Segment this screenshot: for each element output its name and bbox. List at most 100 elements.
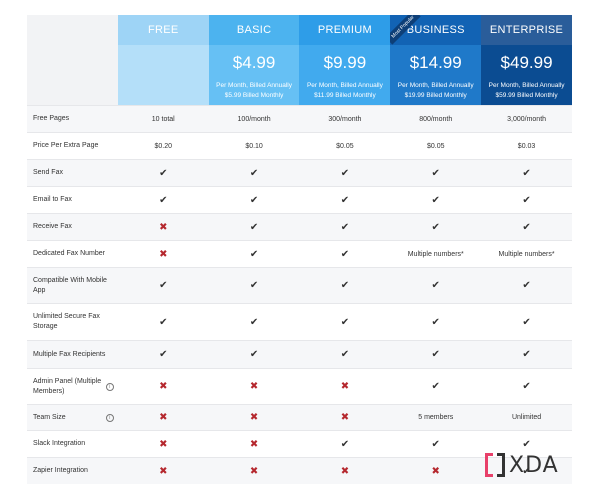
table-cell: ✔: [300, 187, 391, 213]
cell-value: $0.03: [517, 142, 536, 150]
check-icon: ✔: [431, 280, 440, 291]
table-cell: ✔: [209, 341, 300, 368]
check-icon: ✔: [340, 248, 350, 260]
feature-rows: Free Pages 10 total 100/month 300/month 800/…: [27, 105, 572, 484]
table-cell: ✔: [300, 241, 391, 267]
plan-name: PREMIUM: [299, 15, 391, 45]
check-icon: ✔: [431, 316, 440, 328]
check-icon: ✔: [249, 349, 259, 360]
table-row: Team Size i ✖ ✖ ✖ 5 members Unlimited: [27, 404, 572, 430]
table-cell: ✔: [390, 369, 481, 404]
cell-value: 3,000/month: [507, 115, 547, 123]
check-icon: ✔: [249, 221, 259, 233]
table-cell: Multiple numbers*: [390, 241, 481, 267]
table-cell: ✔: [300, 341, 391, 368]
check-icon: ✔: [522, 194, 531, 206]
cross-icon: ✖: [431, 465, 440, 477]
plan-name: BASIC: [208, 15, 300, 45]
cell-value: $0.10: [245, 142, 263, 150]
check-icon: ✔: [431, 194, 440, 206]
feature-label-text: Email to Fax: [33, 196, 72, 203]
check-icon: ✔: [249, 248, 259, 260]
check-icon: ✔: [340, 194, 350, 206]
table-cell: ✔: [209, 160, 300, 186]
feature-label-text: Compatible With Mobile App: [33, 276, 107, 294]
feature-label-text: Free Pages: [33, 115, 70, 122]
plan-business: Most Popular BUSINESS $14.99 Per Month, …: [390, 15, 482, 105]
cell-value: 10 total: [151, 115, 175, 123]
table-cell: ✔: [209, 304, 300, 340]
cross-icon: ✖: [159, 438, 168, 450]
table-cell: ✔: [390, 160, 481, 186]
check-icon: ✔: [249, 316, 259, 328]
table-row: Email to Fax ✔ ✔ ✔ ✔ ✔: [27, 186, 572, 213]
feature-label: Send Fax: [27, 160, 118, 186]
check-icon: ✔: [431, 381, 440, 392]
table-cell: ✔: [209, 268, 300, 303]
check-icon: ✔: [431, 221, 440, 233]
info-icon[interactable]: i: [105, 382, 114, 391]
check-icon: ✔: [340, 167, 350, 179]
table-row: Slack Integration ✖ ✖ ✔ ✔ ✔: [27, 430, 572, 457]
cross-icon: ✖: [249, 465, 259, 477]
cross-icon: ✖: [159, 381, 168, 392]
cross-icon: ✖: [159, 248, 168, 260]
check-icon: ✔: [522, 316, 531, 328]
plan-price: $4.99: [232, 53, 276, 72]
table-cell: ✔: [300, 431, 391, 457]
plan-annual-note: Per Month, Billed Annually: [397, 82, 474, 89]
table-cell: ✔: [481, 160, 572, 186]
table-cell: 10 total: [118, 106, 209, 132]
cross-icon: ✖: [249, 381, 259, 392]
check-icon: ✔: [159, 194, 168, 206]
table-row: Send Fax ✔ ✔ ✔ ✔ ✔: [27, 159, 572, 186]
check-icon: ✔: [522, 465, 531, 477]
check-icon: ✔: [340, 349, 350, 360]
plan-monthly-note: $19.99 Billed Monthly: [404, 92, 467, 99]
table-cell: ✖: [300, 405, 391, 430]
check-icon: ✔: [522, 221, 531, 233]
table-cell: ✖: [300, 369, 391, 404]
feature-label-text: Price Per Extra Page: [33, 142, 99, 149]
feature-label-text: Unlimited Secure Fax Storage: [33, 313, 100, 330]
plan-name: ENTERPRISE: [481, 15, 572, 45]
table-cell: $0.05: [300, 133, 391, 159]
check-icon: ✔: [522, 349, 531, 360]
cross-icon: ✖: [249, 438, 259, 450]
table-cell: ✔: [481, 268, 572, 303]
table-row: Dedicated Fax Number ✖ ✔ ✔ Multiple numbers*…: [27, 240, 572, 267]
cell-value: 5 members: [418, 414, 454, 421]
info-icon[interactable]: i: [105, 413, 114, 422]
cell-value: $0.20: [154, 142, 173, 150]
feature-label-text: Team Size: [33, 413, 66, 421]
feature-label-text: Admin Panel (Multiple Members): [33, 377, 102, 395]
cross-icon: ✖: [340, 465, 350, 477]
table-row: Free Pages 10 total 100/month 300/month 800/…: [27, 105, 572, 132]
table-row: Multiple Fax Recipients ✔ ✔ ✔ ✔ ✔: [27, 340, 572, 368]
check-icon: ✔: [431, 349, 440, 360]
table-cell: ✔: [390, 431, 481, 457]
table-cell: ✔: [118, 160, 209, 186]
table-row: Unlimited Secure Fax Storage ✔ ✔ ✔ ✔ ✔: [27, 303, 572, 340]
check-icon: ✔: [522, 167, 531, 179]
table-cell: $0.03: [481, 133, 572, 159]
table-cell: ✖: [118, 369, 209, 404]
feature-label: Compatible With Mobile App: [27, 268, 118, 303]
table-cell: ✖: [209, 369, 300, 404]
feature-label: Multiple Fax Recipients: [27, 341, 118, 368]
feature-label: Dedicated Fax Number: [27, 241, 118, 267]
plan-premium: PREMIUM $9.99 Per Month, Billed Annually…: [299, 15, 391, 105]
header-spacer: [27, 15, 118, 105]
table-cell: ✔: [390, 304, 481, 340]
plan-header-row: FREE BASIC $4.99 Per Month, Billed Annua…: [27, 15, 572, 105]
feature-label: Receive Fax: [27, 214, 118, 240]
xda-logo-mark-icon: [485, 453, 505, 477]
table-cell: ✖: [118, 241, 209, 267]
table-cell: ✖: [118, 458, 209, 484]
table-cell: ✖: [300, 458, 391, 484]
plan-monthly-note: $5.99 Billed Monthly: [224, 92, 284, 99]
table-cell: ✔: [300, 160, 391, 186]
pricing-table: FREE BASIC $4.99 Per Month, Billed Annua…: [27, 15, 572, 484]
cell-value: $0.05: [426, 142, 445, 150]
plan-price: $9.99: [323, 53, 367, 72]
